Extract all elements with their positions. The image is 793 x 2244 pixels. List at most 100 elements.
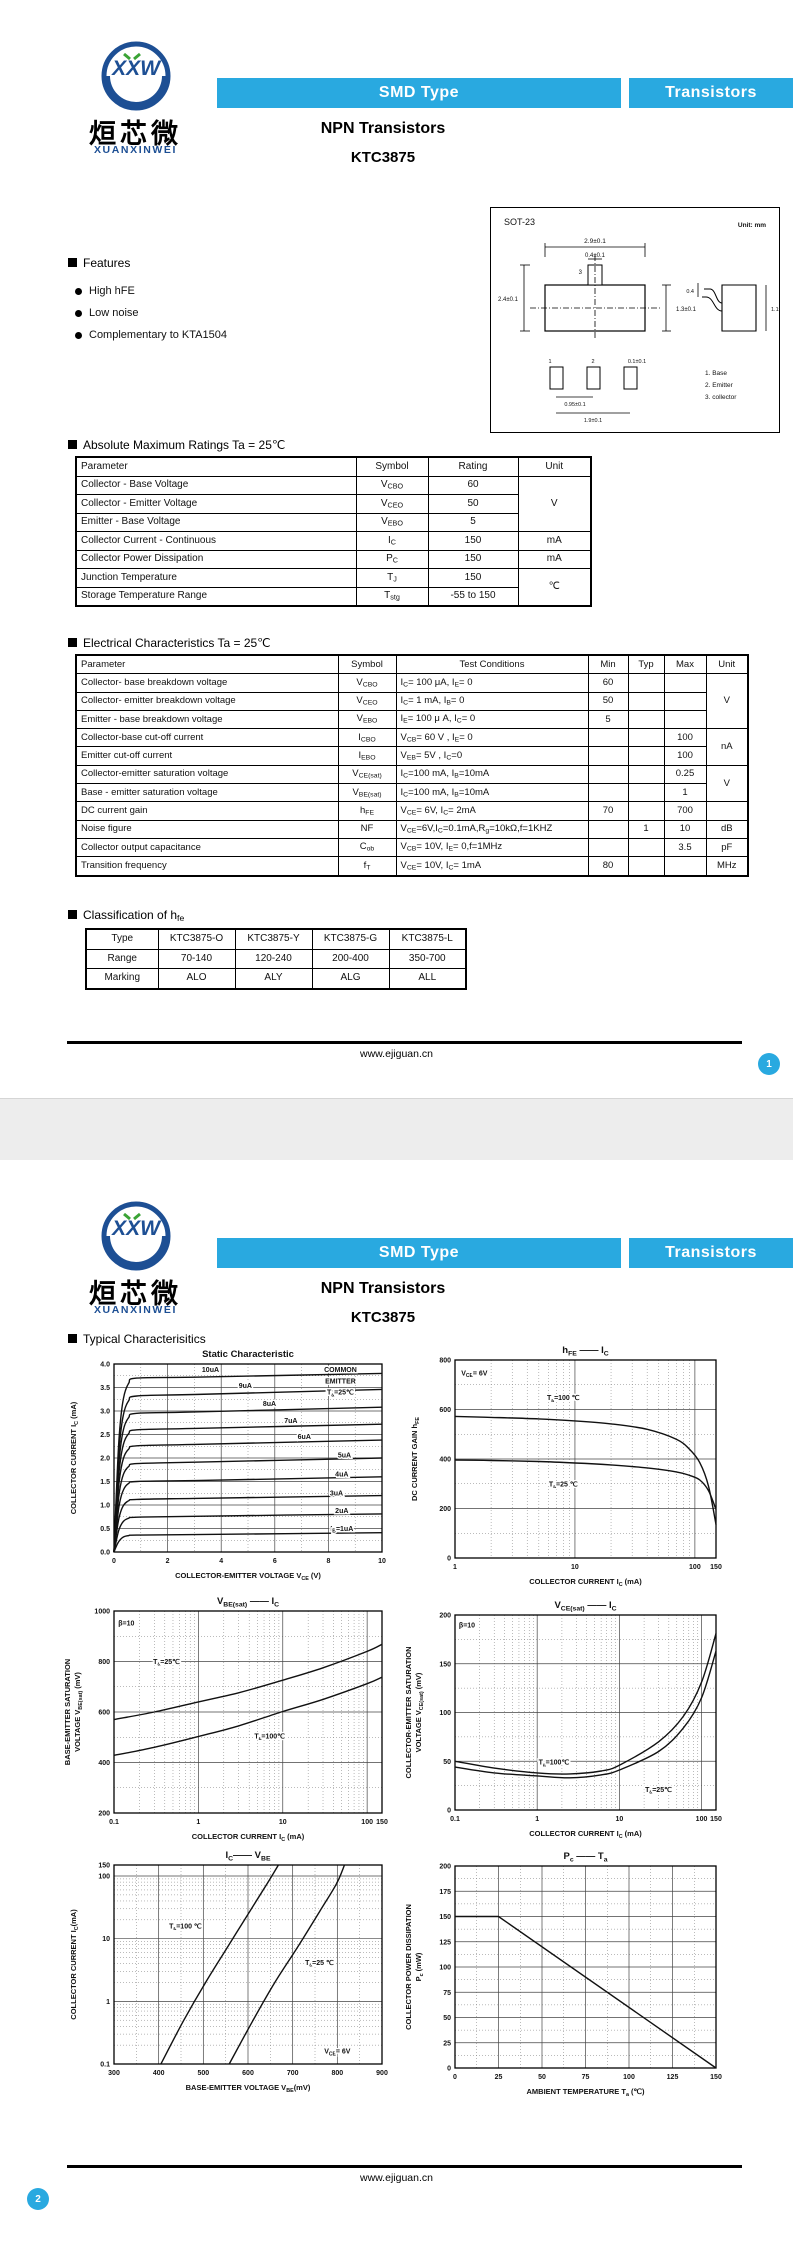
table-cell — [587, 746, 629, 766]
table-cell: 5 — [427, 512, 519, 532]
svg-text:β=10: β=10 — [459, 1622, 475, 1629]
svg-text:3uA: 3uA — [330, 1490, 343, 1497]
table-cell — [627, 837, 665, 858]
axis-labels: COLLECTOR CURRENT IC (mA) COLLECTOR-EMITT… — [404, 1646, 642, 1839]
table-cell: VCE= 6V, IC= 2mA — [395, 801, 589, 821]
table-cell — [705, 801, 749, 821]
table-cell: 100 — [663, 728, 707, 748]
table-cell: ALY — [234, 968, 313, 989]
svg-text:VCE(sat) —— IC: VCE(sat) —— IC — [554, 1600, 616, 1612]
banner-smd-type: SMD Type — [217, 1238, 621, 1268]
table-cell: VCE=6V,IC=0.1mA,Rg=10kΩ,f=1KHZ — [395, 819, 589, 839]
chart-annotations: COMMON EMITTER Ta=25℃ 10uA 9uA 8uA 7uA 6uA 5uA 4u… — [200, 1366, 358, 1537]
table-header-cell: Unit — [517, 456, 592, 477]
series-IB=3uA — [113, 1494, 383, 1553]
footer-rule — [67, 1041, 742, 1044]
table-header-cell: Parameter — [75, 654, 339, 675]
svg-text:BASE-EMITTER SATURATION: BASE-EMITTER SATURATION — [63, 1659, 72, 1765]
brand-name-en: XUANXINWEI — [93, 1304, 178, 1316]
svg-text:EMITTER: EMITTER — [325, 1378, 356, 1385]
table-cell — [663, 691, 707, 711]
table-cell — [627, 764, 665, 785]
table-cell: VEB= 5V , IC=0 — [395, 746, 589, 766]
svg-text:0.0: 0.0 — [100, 1550, 110, 1557]
svg-text:150: 150 — [710, 1816, 722, 1823]
table-cell — [587, 783, 629, 803]
page-number-badge: 1 — [758, 1053, 780, 1075]
table-cell: Collector - Base Voltage — [75, 475, 357, 495]
table-row: Collector-base cut-off current ICBO VCB= 6… — [75, 728, 749, 766]
svg-text:0: 0 — [447, 1556, 451, 1563]
svg-text:1: 1 — [548, 359, 551, 365]
svg-text:200: 200 — [439, 1506, 451, 1513]
banner-smd-type: SMD Type — [217, 78, 621, 108]
table-cell: 5 — [587, 709, 629, 730]
svg-text:800: 800 — [331, 2070, 343, 2077]
svg-text:100: 100 — [361, 1819, 373, 1826]
square-bullet-icon — [68, 440, 77, 449]
table-cell: -55 to 150 — [427, 586, 519, 607]
table-cell: IC= 1 mA, IB= 0 — [395, 691, 589, 711]
svg-text:0: 0 — [453, 2074, 457, 2081]
svg-text:50: 50 — [538, 2074, 546, 2081]
table-row: Noise figure NF VCE=6V,IC=0.1mA,Rg=10kΩ,f=… — [75, 819, 749, 839]
table-header-cell: Parameter — [75, 456, 357, 477]
svg-text:150: 150 — [98, 1863, 110, 1870]
svg-text:2.5: 2.5 — [100, 1432, 110, 1439]
dot-bullet-icon — [75, 287, 82, 295]
svg-text:Ta=100 ℃: Ta=100 ℃ — [169, 1922, 202, 1932]
table-row: Junction Temperature TJ 150 ℃ — [75, 568, 592, 607]
chart-annotations: Ta=100 ℃ Ta=25 ℃ VCE= 6V — [168, 1921, 353, 2059]
table-cell: hFE — [337, 801, 397, 821]
svg-text:500: 500 — [197, 2070, 209, 2077]
table-cell: IC — [355, 531, 429, 551]
svg-text:1.3±0.1: 1.3±0.1 — [676, 307, 697, 313]
svg-text:3.0: 3.0 — [100, 1409, 110, 1416]
svg-text:2. Emitter: 2. Emitter — [705, 382, 734, 389]
tick-labels: 0.1 1 10 100 150 200 400 600 800 1000 — [94, 1609, 388, 1827]
package-drawing-sot23: SOT-23 Unit: mm 3 2.9±0.1 0.4±0.1 2.4±0.1 1.3±… — [490, 207, 780, 433]
table-cell: Emitter cut-off current — [75, 746, 339, 766]
plot-border — [454, 1865, 717, 2069]
table-cell: VEBO — [337, 709, 397, 730]
table-cell: 100 — [663, 746, 707, 766]
table-cell — [587, 819, 629, 839]
brand-logo-icon: XXW — [101, 41, 171, 111]
table-cell: Transition frequency — [75, 856, 339, 877]
series-Ta=25C — [454, 1459, 717, 1510]
table-header-cell: Symbol — [355, 456, 429, 477]
table-cell: 200-400 — [311, 948, 390, 969]
table-cell: Type — [85, 928, 159, 950]
svg-text:150: 150 — [710, 1564, 722, 1571]
svg-text:100: 100 — [439, 1710, 451, 1717]
table-cell: mA — [517, 531, 592, 551]
svg-text:1: 1 — [106, 1999, 110, 2006]
table-cell: TJ — [355, 568, 429, 588]
table-row: Collector Current - Continuous IC 150 mA — [75, 531, 592, 551]
axis-labels: COLLECTOR CURRENT IC (mA) BASE-EMITTER SA… — [63, 1659, 305, 1843]
svg-text:6uA: 6uA — [298, 1434, 311, 1441]
svg-text:175: 175 — [439, 1889, 451, 1896]
chart-grid — [114, 1611, 382, 1813]
svg-text:8uA: 8uA — [263, 1401, 276, 1408]
table-row: Emitter cut-off current IEBO VEB= 5V , IC=… — [75, 746, 748, 766]
svg-text:Ta=25 ℃: Ta=25 ℃ — [305, 1959, 334, 1969]
svg-text:200: 200 — [439, 1864, 451, 1871]
svg-text:1: 1 — [535, 1816, 539, 1823]
axis-labels: BASE-EMITTER VOLTAGE VBE(mV) COLLECTOR CU… — [69, 1909, 311, 2094]
svg-text:25: 25 — [495, 2074, 503, 2081]
logo-monogram: XXW — [111, 1217, 162, 1240]
square-bullet-icon — [68, 910, 77, 919]
table-cell — [627, 728, 665, 748]
svg-text:VOLTAGE VCE(sat) (mV): VOLTAGE VCE(sat) (mV) — [414, 1672, 425, 1752]
svg-text:Ta=25 ℃: Ta=25 ℃ — [549, 1480, 578, 1490]
part-number: KTC3875 — [350, 149, 416, 166]
svg-text:100: 100 — [439, 1965, 451, 1972]
chart-series — [113, 1372, 383, 1553]
svg-text:600: 600 — [242, 2070, 254, 2077]
footer-rule — [67, 2165, 742, 2168]
table-cell: 50 — [427, 494, 519, 514]
features-list: High hFE Low noise Complementary to KTA150… — [75, 280, 375, 346]
svg-text:10uA: 10uA — [202, 1367, 219, 1374]
page-2: XXW 烜芯微 XUANXINWEI SMD Type Transistors … — [0, 1160, 793, 2244]
